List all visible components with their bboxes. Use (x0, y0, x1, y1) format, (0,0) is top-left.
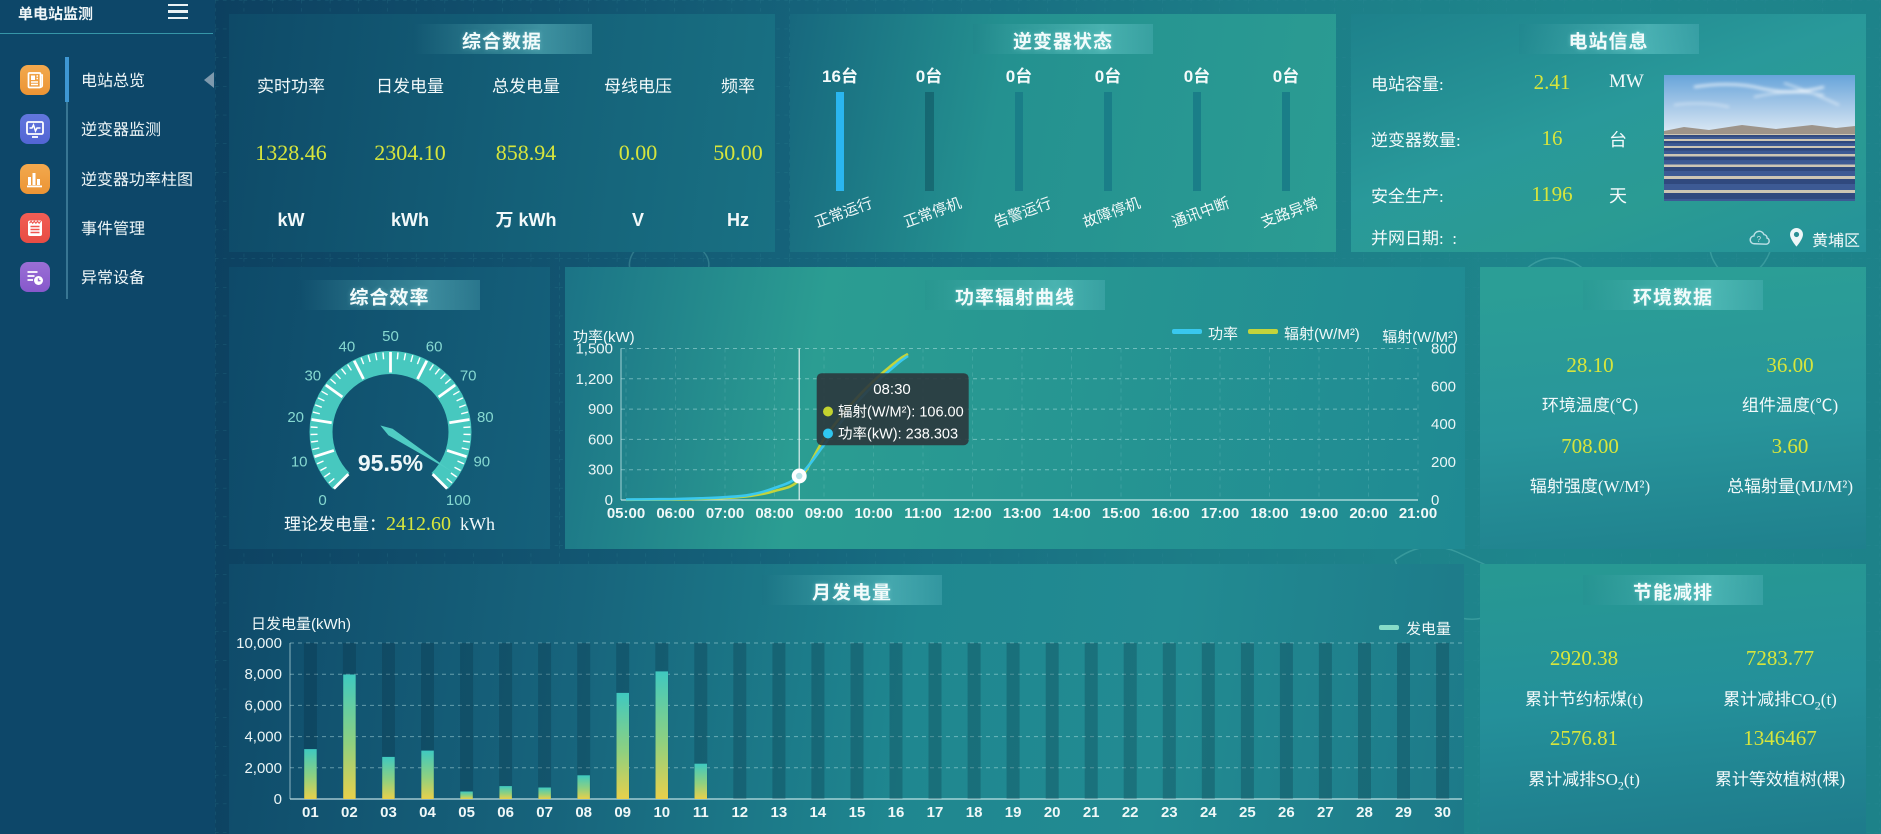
svg-text:19: 19 (1005, 804, 1022, 821)
svg-text:03: 03 (380, 804, 397, 821)
svg-text:07: 07 (536, 804, 553, 821)
svg-text:21: 21 (1083, 804, 1100, 821)
svg-text:50: 50 (382, 328, 399, 345)
svg-text:20: 20 (287, 409, 304, 426)
svg-text:05:00: 05:00 (607, 505, 645, 522)
svg-text:24: 24 (1200, 804, 1217, 821)
svg-text:600: 600 (1431, 378, 1456, 395)
svg-text:400: 400 (1431, 416, 1456, 433)
svg-text:10: 10 (291, 454, 308, 471)
svg-text:10,000: 10,000 (236, 635, 282, 652)
svg-text:1,500: 1,500 (575, 341, 613, 358)
svg-text:30: 30 (304, 368, 321, 385)
svg-text:01: 01 (302, 804, 319, 821)
svg-text:8,000: 8,000 (244, 666, 282, 683)
svg-text:22: 22 (1122, 804, 1139, 821)
svg-text:02: 02 (341, 804, 358, 821)
svg-text:辐射(W/M²): 106.00: 辐射(W/M²): 106.00 (838, 404, 964, 421)
svg-text:12: 12 (731, 804, 748, 821)
svg-text:25: 25 (1239, 804, 1256, 821)
svg-text:600: 600 (588, 431, 613, 448)
svg-text:16: 16 (888, 804, 905, 821)
svg-text:40: 40 (339, 339, 356, 356)
svg-text:60: 60 (426, 339, 443, 356)
svg-text:15: 15 (849, 804, 866, 821)
svg-text:29: 29 (1395, 804, 1412, 821)
svg-text:04: 04 (419, 804, 436, 821)
svg-text:08: 08 (575, 804, 592, 821)
svg-text:功率(kW): 238.303: 功率(kW): 238.303 (838, 426, 958, 443)
svg-text:08:30: 08:30 (873, 381, 911, 398)
svg-text:0: 0 (1431, 492, 1439, 509)
svg-text:6,000: 6,000 (244, 697, 282, 714)
svg-text:300: 300 (588, 462, 613, 479)
svg-text:15:00: 15:00 (1102, 505, 1140, 522)
svg-text:800: 800 (1431, 341, 1456, 358)
svg-text:1,200: 1,200 (575, 371, 613, 388)
svg-text:4,000: 4,000 (244, 729, 282, 746)
svg-text:17:00: 17:00 (1201, 505, 1239, 522)
svg-text:11: 11 (693, 804, 709, 821)
svg-text:23: 23 (1161, 804, 1178, 821)
svg-text:19:00: 19:00 (1300, 505, 1338, 522)
svg-text:08:00: 08:00 (755, 505, 793, 522)
svg-text:16:00: 16:00 (1151, 505, 1189, 522)
svg-text:90: 90 (473, 454, 490, 471)
svg-text:17: 17 (927, 804, 944, 821)
svg-text:21:00: 21:00 (1399, 505, 1437, 522)
svg-text:0: 0 (318, 492, 326, 509)
svg-text:06: 06 (497, 804, 514, 821)
svg-text:13:00: 13:00 (1003, 505, 1041, 522)
svg-text:26: 26 (1278, 804, 1295, 821)
svg-text:05: 05 (458, 804, 475, 821)
svg-text:100: 100 (446, 492, 471, 509)
svg-text:0: 0 (274, 791, 282, 808)
svg-text:27: 27 (1317, 804, 1334, 821)
svg-text:900: 900 (588, 401, 613, 418)
svg-text:09:00: 09:00 (805, 505, 843, 522)
svg-text:95.5%: 95.5% (358, 450, 423, 476)
svg-text:200: 200 (1431, 454, 1456, 471)
svg-text:20:00: 20:00 (1349, 505, 1387, 522)
svg-text:2,000: 2,000 (244, 760, 282, 777)
svg-text:10: 10 (653, 804, 670, 821)
svg-text:14: 14 (810, 804, 827, 821)
svg-text:28: 28 (1356, 804, 1373, 821)
svg-text:09: 09 (614, 804, 631, 821)
svg-text:18: 18 (966, 804, 983, 821)
svg-text:06:00: 06:00 (656, 505, 694, 522)
svg-text:14:00: 14:00 (1052, 505, 1090, 522)
svg-text:70: 70 (460, 368, 477, 385)
svg-text:0: 0 (605, 492, 613, 509)
svg-text:20: 20 (1044, 804, 1061, 821)
svg-text:07:00: 07:00 (706, 505, 744, 522)
svg-text:?: ? (1757, 235, 1762, 244)
svg-text:13: 13 (771, 804, 788, 821)
svg-text:30: 30 (1434, 804, 1451, 821)
svg-text:10:00: 10:00 (854, 505, 892, 522)
svg-text:80: 80 (477, 409, 494, 426)
svg-text:18:00: 18:00 (1250, 505, 1288, 522)
svg-text:12:00: 12:00 (953, 505, 991, 522)
svg-text:11:00: 11:00 (904, 505, 942, 522)
